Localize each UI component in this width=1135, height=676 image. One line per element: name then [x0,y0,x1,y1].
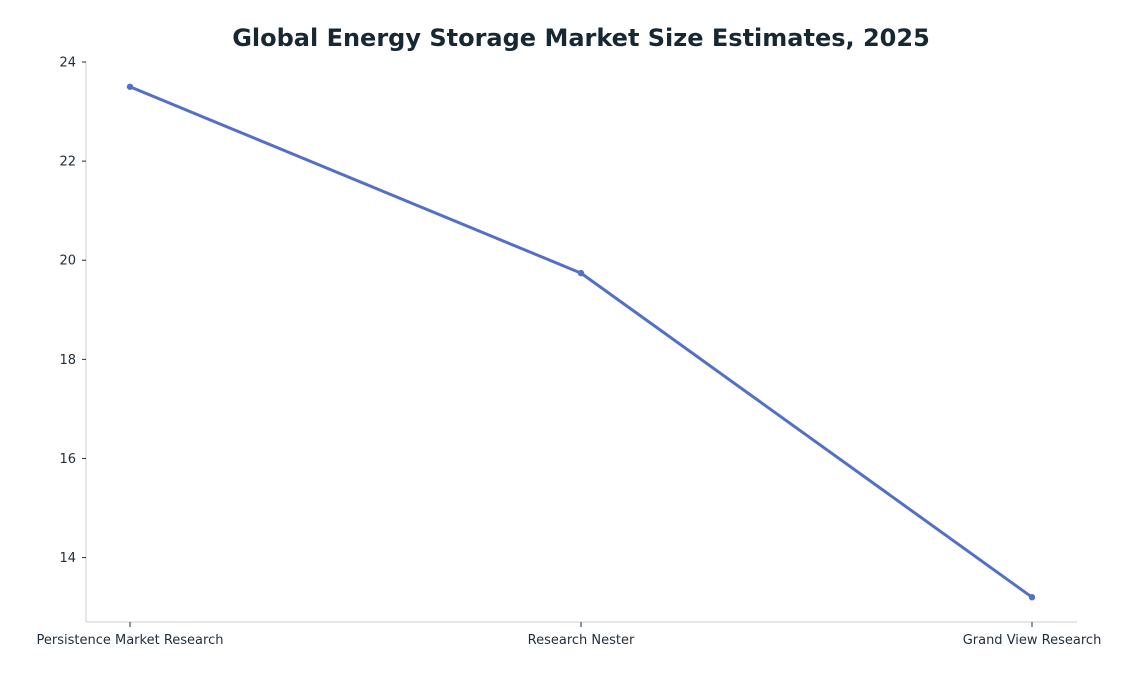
axes [85,62,1077,623]
x-tick-label: Grand View Research [963,633,1102,648]
y-tick-label: 20 [59,254,76,269]
x-tick-label: Research Nester [528,633,635,648]
series-line [128,85,1034,599]
data-point [126,83,134,90]
x-tick-label: Persistence Market Research [37,633,224,648]
y-tick-label: 16 [59,452,76,467]
series [126,83,1036,601]
y-tick-label: 24 [59,56,76,71]
data-point [1028,594,1036,601]
data-point [577,269,585,277]
ticks: 14 16 18 20 22 24 Persistence Market Research R… [37,56,1102,649]
y-tick-label: 22 [59,155,76,170]
y-tick-label: 18 [59,353,76,368]
chart-title: Global Energy Storage Market Size Estima… [232,24,930,52]
y-tick-label: 14 [59,551,76,566]
